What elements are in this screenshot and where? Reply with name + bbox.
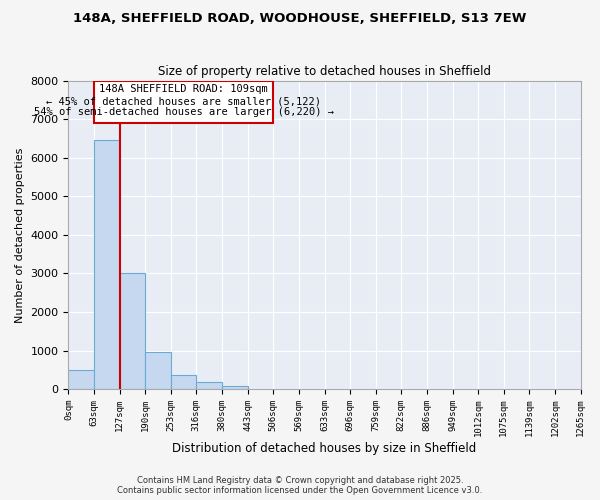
Bar: [222, 386, 248, 389]
Text: Contains HM Land Registry data © Crown copyright and database right 2025.
Contai: Contains HM Land Registry data © Crown c…: [118, 476, 482, 495]
Bar: [145, 352, 171, 389]
Bar: [94, 80, 273, 123]
Bar: [171, 375, 196, 389]
Y-axis label: Number of detached properties: Number of detached properties: [15, 147, 25, 322]
Text: 54% of semi-detached houses are larger (6,220) →: 54% of semi-detached houses are larger (…: [34, 108, 334, 118]
Bar: [68, 370, 94, 389]
X-axis label: Distribution of detached houses by size in Sheffield: Distribution of detached houses by size …: [172, 442, 476, 455]
Bar: [120, 274, 145, 389]
Title: Size of property relative to detached houses in Sheffield: Size of property relative to detached ho…: [158, 65, 491, 78]
Text: 148A, SHEFFIELD ROAD, WOODHOUSE, SHEFFIELD, S13 7EW: 148A, SHEFFIELD ROAD, WOODHOUSE, SHEFFIE…: [73, 12, 527, 26]
Text: 148A SHEFFIELD ROAD: 109sqm: 148A SHEFFIELD ROAD: 109sqm: [99, 84, 268, 94]
Bar: [196, 382, 222, 389]
Bar: [94, 140, 119, 389]
Text: ← 45% of detached houses are smaller (5,122): ← 45% of detached houses are smaller (5,…: [46, 97, 321, 107]
